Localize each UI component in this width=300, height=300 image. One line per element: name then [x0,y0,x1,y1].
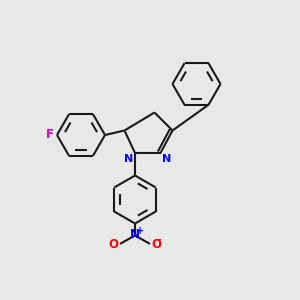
Text: N: N [162,154,171,164]
Text: O: O [152,238,161,251]
Text: −: − [154,235,163,245]
Text: O: O [109,238,118,251]
Text: N: N [124,154,134,164]
Text: +: + [136,226,145,236]
Text: N: N [130,228,140,242]
Text: F: F [46,128,54,142]
